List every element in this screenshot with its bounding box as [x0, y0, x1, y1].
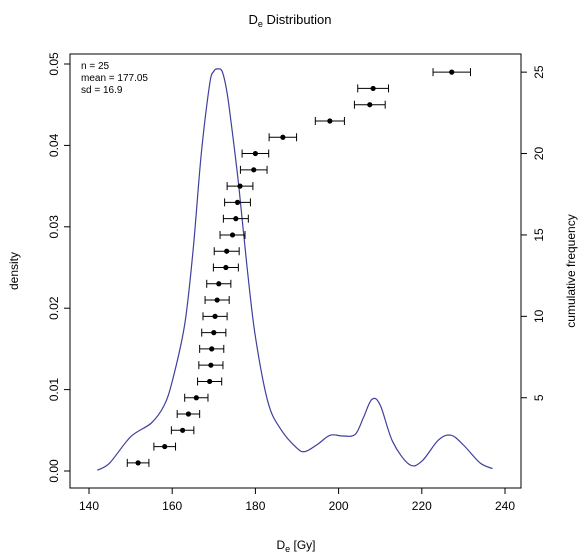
y-right-tick-label: 25 — [532, 65, 546, 79]
data-point — [216, 281, 222, 287]
data-point — [224, 248, 230, 254]
data-point — [367, 102, 373, 108]
y-right-axis-label: cumulative frequency — [564, 214, 578, 327]
data-point — [208, 362, 214, 368]
data-point — [214, 297, 220, 303]
data-point — [327, 118, 333, 124]
x-tick-label: 200 — [329, 499, 349, 513]
data-point — [180, 427, 186, 433]
y-left-tick-label: 0.00 — [47, 459, 61, 483]
data-point — [280, 134, 286, 140]
data-point — [223, 264, 229, 271]
stats-n: n = 25 — [81, 61, 110, 72]
chart-title: De Distribution — [248, 12, 331, 29]
y-right-axis: 5 10 15 20 25 — [521, 65, 546, 401]
stats-mean: mean = 177.05 — [81, 73, 148, 84]
x-axis-label: De [Gy] — [276, 538, 315, 554]
cumulative-points — [126, 68, 471, 467]
data-point — [209, 346, 215, 352]
data-point — [207, 378, 213, 385]
y-left-tick-label: 0.02 — [47, 296, 61, 320]
y-right-tick-label: 10 — [532, 309, 546, 323]
y-right-tick-label: 20 — [532, 147, 546, 161]
data-point — [234, 199, 241, 205]
y-left-tick-label: 0.04 — [47, 133, 61, 157]
data-point — [233, 216, 239, 222]
density-curve — [97, 68, 493, 471]
x-axis: 140 160 180 200 220 240 — [79, 488, 515, 513]
data-point — [212, 313, 218, 319]
y-right-tick-label: 15 — [532, 228, 546, 242]
y-left-axis: 0.00 0.01 0.02 0.03 0.04 0.05 — [47, 52, 70, 483]
x-tick-label: 180 — [245, 499, 265, 513]
y-left-tick-label: 0.03 — [47, 215, 61, 239]
plot-frame — [69, 53, 522, 489]
x-tick-label: 220 — [412, 499, 432, 513]
data-point — [162, 443, 168, 450]
x-tick-label: 160 — [162, 499, 182, 513]
data-point — [211, 330, 217, 336]
data-point — [185, 411, 192, 417]
data-point — [252, 150, 258, 157]
data-point — [370, 85, 376, 92]
y-left-tick-label: 0.05 — [47, 52, 61, 76]
stats-sd: sd = 16.9 — [81, 85, 123, 96]
y-right-tick-label: 5 — [532, 394, 546, 401]
data-point — [237, 183, 243, 189]
data-point — [135, 460, 141, 466]
data-point — [229, 232, 236, 238]
x-tick-label: 240 — [495, 499, 515, 513]
data-point — [251, 167, 257, 173]
y-left-tick-label: 0.01 — [47, 378, 61, 402]
x-tick-label: 140 — [79, 499, 99, 513]
data-point — [193, 395, 199, 401]
data-point — [449, 69, 455, 75]
stats-annotation: n = 25 mean = 177.05 sd = 16.9 — [81, 61, 148, 96]
y-left-axis-label: density — [7, 252, 21, 290]
